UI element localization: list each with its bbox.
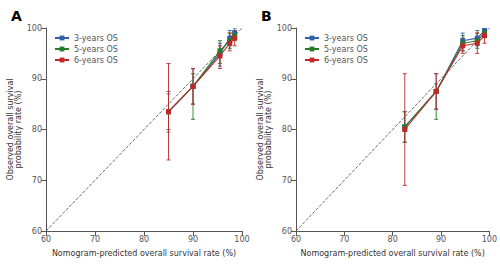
svg-text:100: 100 [277,24,292,33]
svg-text:80: 80 [139,235,149,244]
svg-text:90: 90 [282,74,292,83]
svg-text:70: 70 [32,176,42,185]
svg-text:70: 70 [282,176,292,185]
svg-text:60: 60 [291,235,301,244]
svg-text:60: 60 [31,226,42,236]
svg-text:5-years OS: 5-years OS [74,45,118,54]
svg-text:probability rate (%): probability rate (%) [14,91,23,169]
svg-text:6-years OS: 6-years OS [74,56,118,65]
svg-text:Observed overall survival: Observed overall survival [6,78,16,181]
svg-text:6-years OS: 6-years OS [324,56,368,65]
svg-text:90: 90 [436,235,446,244]
svg-text:5-years OS: 5-years OS [324,45,368,54]
svg-text:100: 100 [27,24,42,33]
svg-text:3-years OS: 3-years OS [324,34,368,43]
svg-text:90: 90 [32,74,42,83]
svg-text:3-years OS: 3-years OS [74,34,118,43]
svg-text:Nomogram-predicted overall sur: Nomogram-predicted overall survival rate… [52,249,236,258]
svg-text:90: 90 [188,235,198,244]
svg-text:60: 60 [41,235,51,244]
svg-text:Nomogram-predicted overall sur: Nomogram-predicted overall survival rate… [301,249,485,258]
svg-text:Observed overall survival: Observed overall survival [256,78,266,181]
svg-text:100: 100 [482,235,497,244]
svg-text:80: 80 [388,235,398,244]
svg-text:B: B [261,8,272,24]
svg-text:100: 100 [234,235,249,244]
svg-text:80: 80 [32,125,42,134]
svg-text:70: 70 [339,235,349,244]
svg-text:probability rate (%): probability rate (%) [264,91,273,169]
svg-text:60: 60 [281,226,292,236]
svg-text:A: A [11,8,22,24]
svg-text:80: 80 [282,125,292,134]
svg-text:70: 70 [90,235,100,244]
